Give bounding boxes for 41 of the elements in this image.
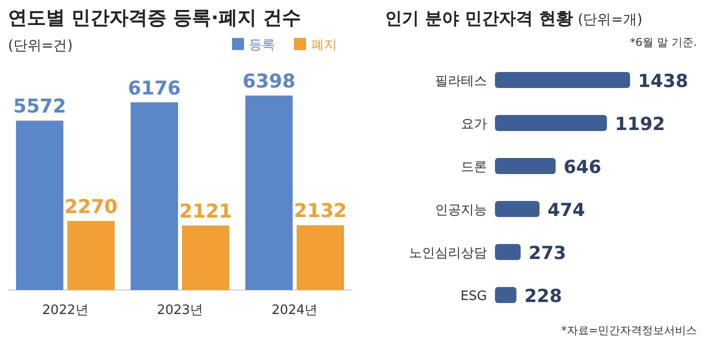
legend-label: 폐지 [311, 38, 337, 53]
data-label: 273 [528, 243, 566, 264]
data-label: 2132 [294, 200, 347, 222]
data-label: 1192 [614, 114, 666, 135]
bar [495, 244, 521, 260]
chart-title: 인기 분야 민간자격 현황 [385, 9, 573, 29]
chart-subtitle: (단위=개) [578, 12, 642, 28]
chart-title: 연도별 민간자격증 등록·폐지 건수 [8, 7, 302, 29]
bar [495, 115, 607, 131]
bar [16, 120, 64, 290]
y-tick-label: 인공지능 [435, 203, 487, 218]
data-label: 5572 [13, 96, 66, 118]
x-tick-label: 2023년 [156, 303, 204, 318]
bar [182, 226, 230, 290]
data-label: 6398 [242, 70, 296, 93]
bar [245, 96, 293, 290]
text: *6월 말 기준. [630, 36, 697, 49]
bar [495, 287, 516, 303]
y-tick-label: 드론 [461, 160, 487, 175]
data-label: 474 [548, 200, 586, 221]
bar [495, 158, 556, 174]
legend-label: 등록 [249, 38, 275, 53]
bar [130, 102, 178, 290]
text: *자료=민간자격정보서비스 [561, 324, 697, 337]
y-tick-label: 노인심리상담 [409, 246, 487, 261]
bar [67, 221, 115, 290]
data-label: 6176 [128, 77, 181, 100]
bar [495, 72, 630, 88]
data-label: 646 [564, 157, 602, 178]
bar [495, 201, 540, 217]
y-tick-label: 필라테스 [435, 74, 487, 89]
bar [296, 225, 344, 290]
x-tick-label: 2022년 [42, 303, 88, 318]
x-tick-label: 2024년 [272, 303, 318, 318]
data-label: 2121 [179, 200, 232, 223]
y-tick-label: ESG [460, 289, 487, 304]
chart-subtitle: (단위=건) [8, 38, 73, 54]
y-tick-label: 요가 [461, 117, 487, 132]
data-label: 228 [524, 286, 562, 307]
data-label: 2270 [64, 196, 118, 218]
data-label: 1438 [638, 71, 688, 92]
